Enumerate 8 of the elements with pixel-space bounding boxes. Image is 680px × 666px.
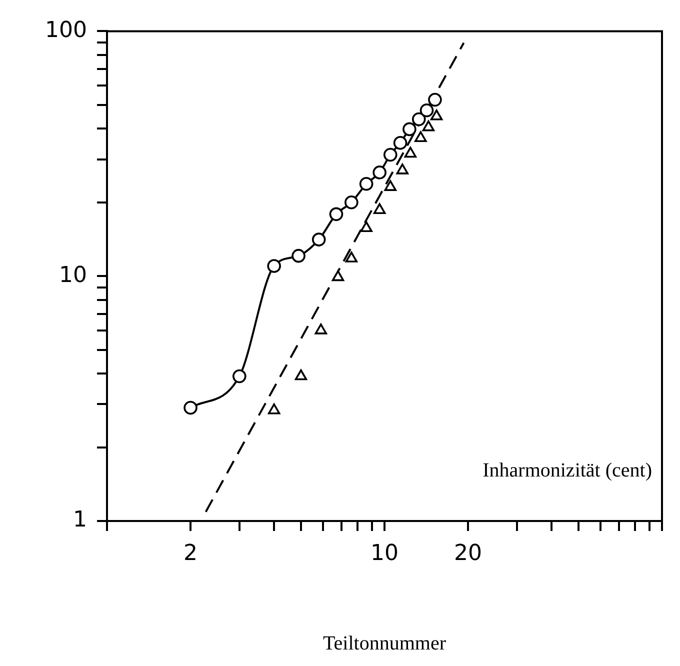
y-tick-label: 10 bbox=[59, 262, 87, 288]
y-tick-label: 100 bbox=[45, 18, 87, 43]
y-axis-title: Inharmonizität (cent) bbox=[482, 459, 652, 482]
x-axis-title: Teiltonnummer bbox=[322, 632, 446, 654]
x-tick-label: 20 bbox=[454, 540, 482, 566]
y-tick-label: 1 bbox=[73, 508, 87, 533]
x-tick-label: 2 bbox=[184, 540, 198, 566]
x-tick-label: 10 bbox=[370, 540, 398, 566]
